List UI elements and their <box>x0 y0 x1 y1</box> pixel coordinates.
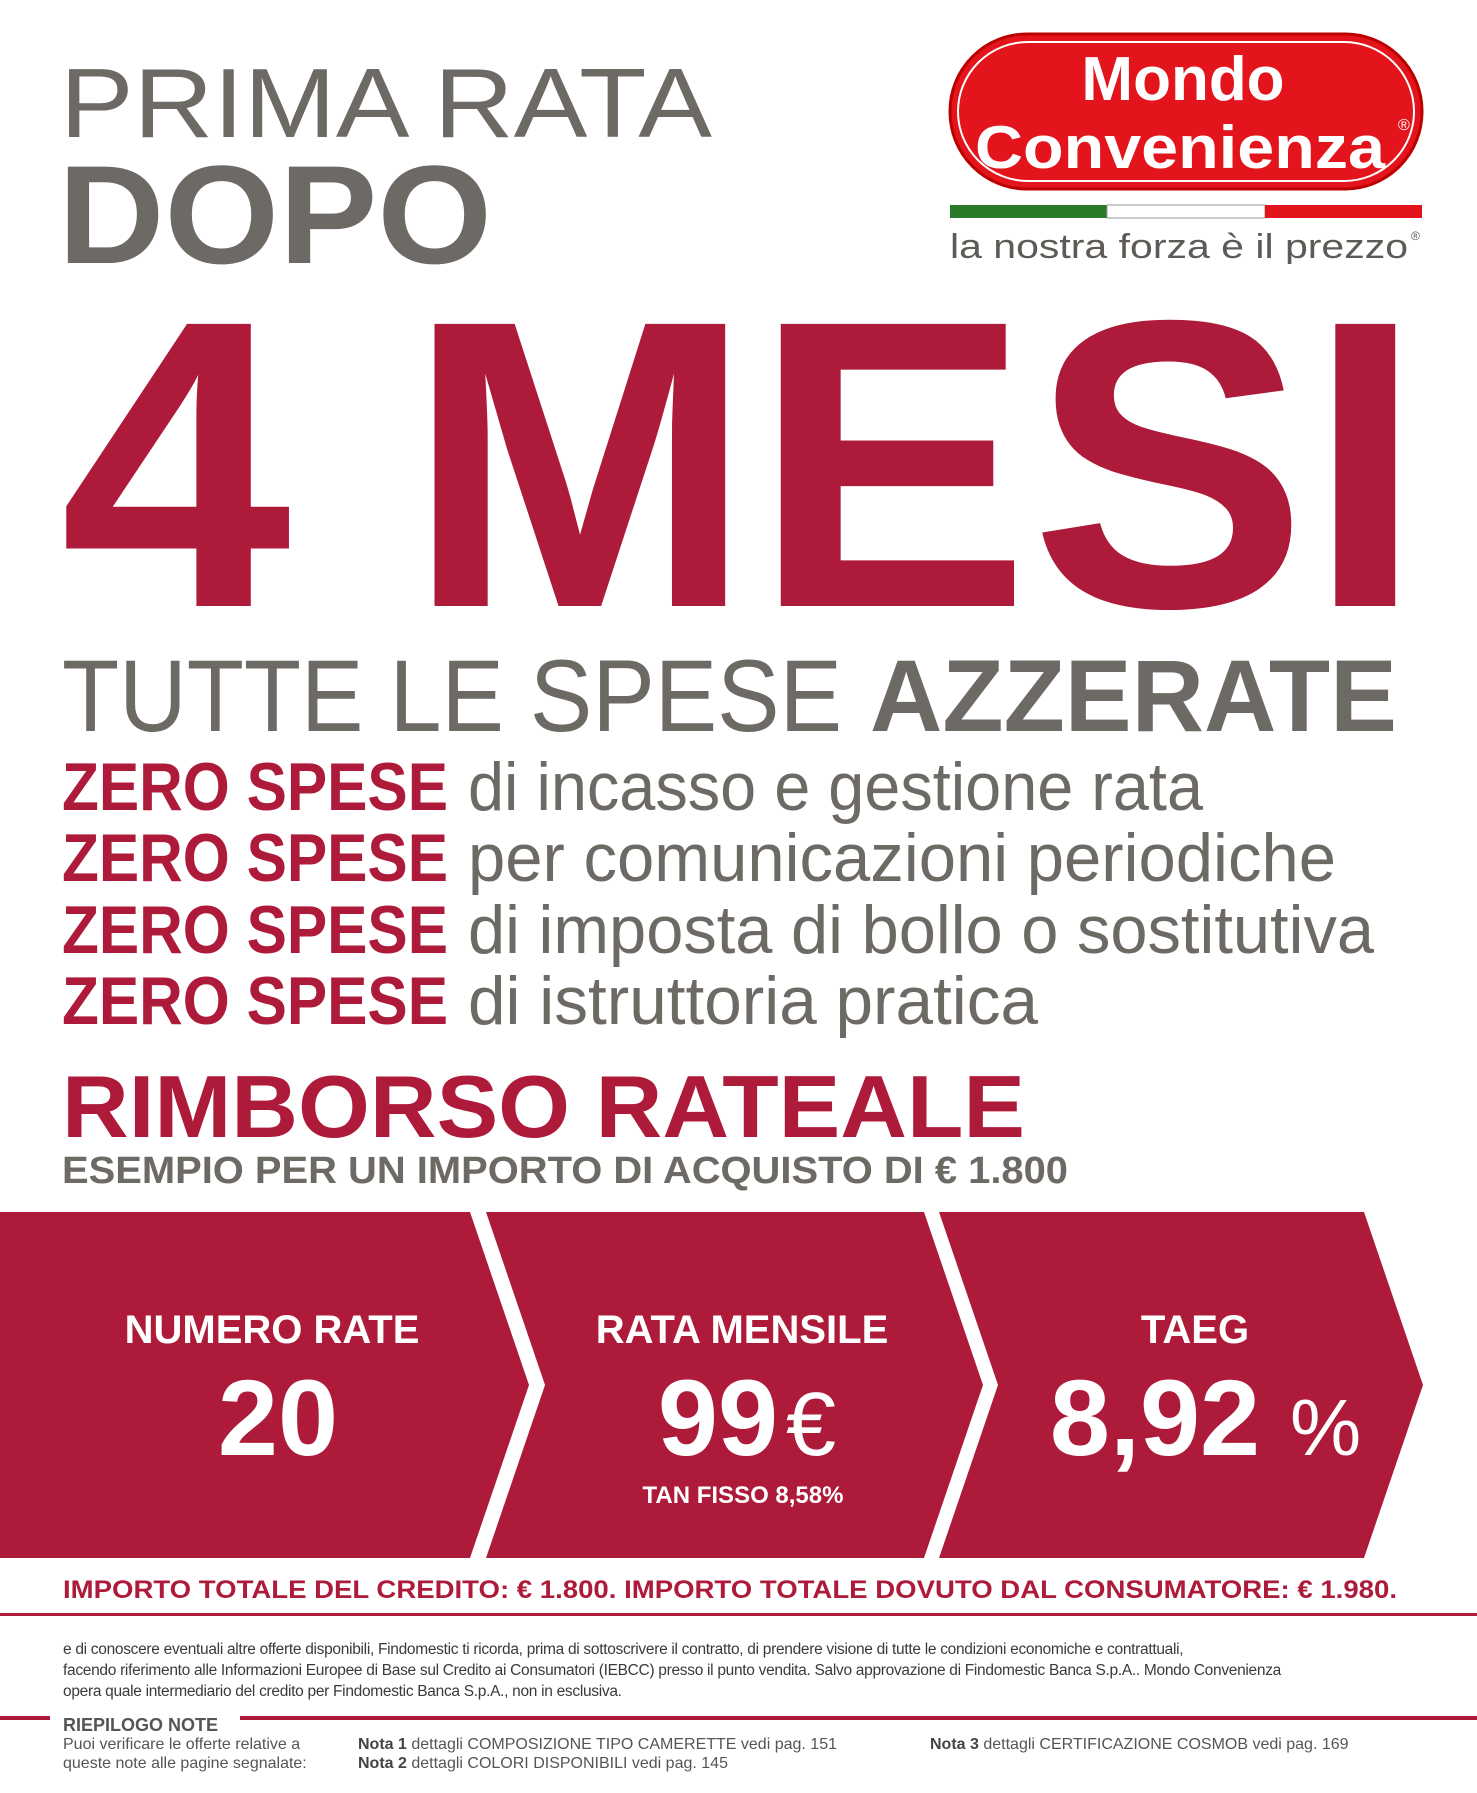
tan-fisso: TAN FISSO 8,58% <box>643 1482 844 1509</box>
headline-prima-rata: PRIMA RATA <box>60 48 713 158</box>
fine-print: e di conoscere eventuali altre offerte d… <box>63 1639 1433 1702</box>
zero-spese-list: ZERO SPESE di incasso e gestione rata ZE… <box>62 749 1374 1039</box>
logo-convenienza: Convenienza <box>975 114 1386 181</box>
chevron-taeg <box>939 1212 1423 1558</box>
divider <box>0 1613 1477 1616</box>
zero-spese-label: ZERO SPESE <box>62 749 448 825</box>
flag-green <box>950 205 1107 218</box>
note-1: Nota 1 dettagli COMPOSIZIONE TIPO CAMERE… <box>358 1735 837 1754</box>
note-text: dettagli COLORI DISPONIBILI vedi pag. 14… <box>411 1755 728 1772</box>
zero-spese-label: ZERO SPESE <box>62 892 448 968</box>
registered-mark: ® <box>1398 117 1410 134</box>
note-label: Nota 1 <box>358 1736 407 1753</box>
logo-tagline: la nostra forza è il prezzo <box>950 228 1408 264</box>
headline-dopo: DOPO <box>58 136 492 293</box>
zero-spese-text: di istruttoria pratica <box>468 963 1038 1039</box>
divider <box>240 1716 1477 1720</box>
registered-mark: ® <box>1411 229 1420 243</box>
headline-area: PRIMA RATA DOPO 4 MESI TUTTE LE SPESE AZ… <box>58 48 1423 1192</box>
notes-title: RIEPILOGO NOTE <box>63 1715 219 1735</box>
zero-spese-label: ZERO SPESE <box>62 820 448 896</box>
logo-mondo: Mondo <box>1081 45 1284 114</box>
totals-text: IMPORTO TOTALE DEL CREDITO: € 1.800. IMP… <box>63 1576 1397 1604</box>
note-text: dettagli COMPOSIZIONE TIPO CAMERETTE ved… <box>411 1736 837 1753</box>
subtitle-tutte-le-spese: TUTTE LE SPESE <box>62 639 842 753</box>
zero-spese-text: per comunicazioni periodiche <box>468 820 1336 896</box>
note-text: dettagli CERTIFICAZIONE COSMOB vedi pag.… <box>983 1736 1349 1753</box>
rata-mensile-value: 99 <box>658 1357 778 1478</box>
taeg-unit: % <box>1290 1383 1361 1472</box>
zero-spese-label: ZERO SPESE <box>62 963 448 1039</box>
note-label: Nota 2 <box>358 1755 407 1772</box>
mondo-convenienza-logo: Mondo Convenienza ® la nostra forza è il… <box>948 32 1426 266</box>
rimborso-example: ESEMPIO PER UN IMPORTO DI ACQUISTO DI € … <box>62 1150 1068 1192</box>
numero-rate-label: NUMERO RATE <box>125 1308 420 1352</box>
divider <box>0 1716 50 1720</box>
taeg-label: TAEG <box>1141 1308 1249 1352</box>
rimborso-title: RIMBORSO RATEALE <box>62 1057 1025 1156</box>
zero-spese-text: di incasso e gestione rata <box>468 749 1203 825</box>
note-label: Nota 3 <box>930 1736 979 1753</box>
notes-intro: Puoi verificare le offerte relative a qu… <box>63 1736 307 1772</box>
chevron-numero-rate <box>0 1212 529 1558</box>
subtitle-azzerate: AZZERATE <box>870 639 1397 753</box>
note-2: Nota 2 dettagli COLORI DISPONIBILI vedi … <box>358 1754 728 1773</box>
note-3: Nota 3 dettagli CERTIFICAZIONE COSMOB ve… <box>930 1735 1349 1754</box>
numero-rate-value: 20 <box>218 1357 338 1478</box>
flag-red <box>1265 205 1422 218</box>
fine-print-line: facendo riferimento alle Informazioni Eu… <box>63 1662 1281 1679</box>
headline-4-mesi: 4 MESI <box>60 235 1423 693</box>
taeg-value: 8,92 <box>1050 1357 1260 1478</box>
fine-print-line: opera quale intermediario del credito pe… <box>63 1683 622 1700</box>
rata-mensile-unit: € <box>786 1375 836 1475</box>
totals-area: IMPORTO TOTALE DEL CREDITO: € 1.800. IMP… <box>0 1576 1477 1616</box>
flag-white <box>1106 204 1266 219</box>
fine-print-line: e di conoscere eventuali altre offerte d… <box>63 1641 1184 1658</box>
chevron-rata-mensile <box>486 1212 983 1558</box>
rata-mensile-label: RATA MENSILE <box>596 1308 889 1352</box>
zero-spese-text: di imposta di bollo o sostitutiva <box>468 892 1374 968</box>
financing-band: NUMERO RATE 20 RATA MENSILE 99 € TAN FIS… <box>0 1212 1423 1558</box>
